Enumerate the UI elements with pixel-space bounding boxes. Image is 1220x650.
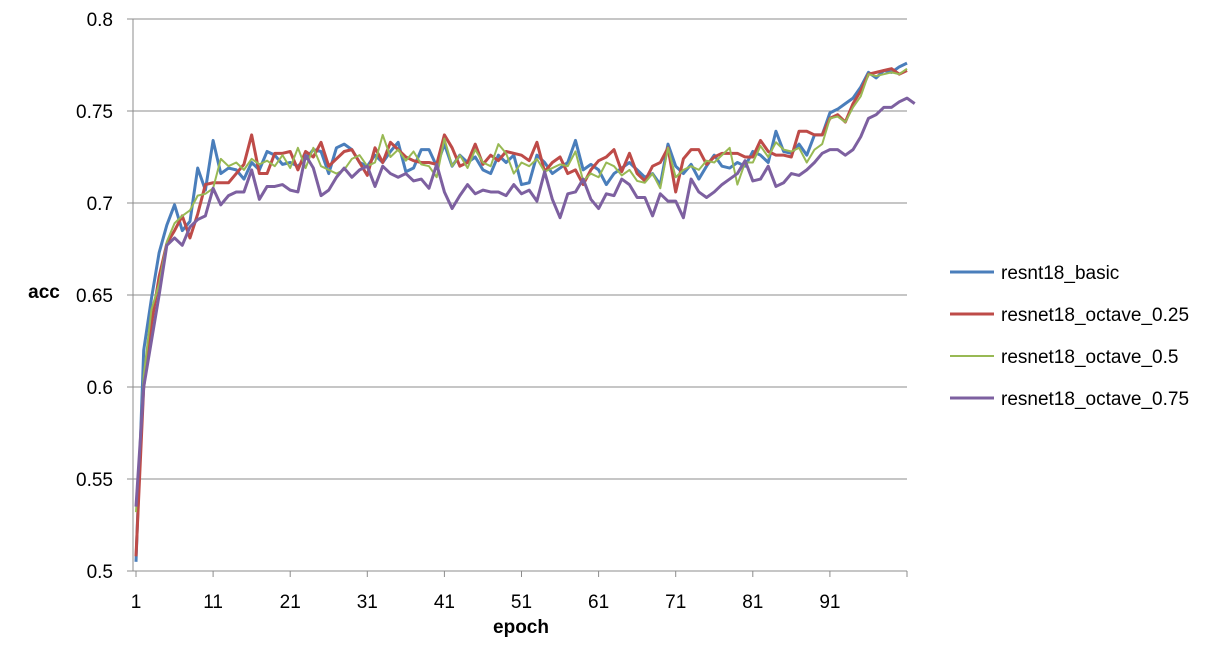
axes bbox=[132, 19, 907, 572]
legend-item: resnet18_octave_0.5 bbox=[950, 347, 1178, 368]
y-tick-label: 0.7 bbox=[87, 194, 113, 215]
y-tick-label: 0.55 bbox=[76, 470, 113, 491]
legend-item: resnet18_octave_0.75 bbox=[950, 389, 1189, 410]
x-tick-label: 41 bbox=[434, 592, 455, 613]
x-tick-label: 71 bbox=[665, 592, 686, 613]
y-tick-label: 0.8 bbox=[87, 10, 113, 31]
legend-label: resnet18_octave_0.5 bbox=[1001, 347, 1178, 368]
x-axis-ticks: 1 11 21 31 41 51 61 71 81 91 bbox=[131, 571, 908, 613]
x-tick-label: 31 bbox=[357, 592, 378, 613]
x-tick-label: 11 bbox=[203, 592, 223, 613]
legend-item: resnt18_basic bbox=[950, 263, 1119, 284]
legend-label: resnet18_octave_0.25 bbox=[1001, 305, 1189, 326]
x-tick-label: 61 bbox=[588, 592, 609, 613]
legend: resnt18_basic resnet18_octave_0.25 resnet1… bbox=[950, 263, 1189, 410]
y-axis-title: acc bbox=[28, 282, 60, 303]
legend-label: resnt18_basic bbox=[1001, 263, 1119, 284]
legend-label: resnet18_octave_0.75 bbox=[1001, 389, 1189, 410]
series-line-4 bbox=[134, 96, 916, 507]
x-tick-label: 91 bbox=[819, 592, 840, 613]
series-line-1 bbox=[134, 61, 908, 562]
series-line-3 bbox=[135, 67, 908, 513]
x-tick-label: 1 bbox=[131, 592, 142, 613]
y-axis-ticks: 0.5 0.55 0.6 0.65 0.7 0.75 0.8 bbox=[76, 10, 133, 583]
y-tick-label: 0.5 bbox=[87, 562, 113, 583]
series-lines bbox=[134, 61, 916, 562]
y-tick-label: 0.75 bbox=[76, 102, 113, 123]
gridlines bbox=[133, 18, 907, 480]
x-tick-label: 21 bbox=[280, 592, 301, 613]
x-axis-title: epoch bbox=[493, 617, 549, 638]
x-tick-label: 51 bbox=[511, 592, 532, 613]
y-tick-label: 0.6 bbox=[87, 378, 113, 399]
series-line-2 bbox=[134, 67, 908, 557]
x-tick-label: 81 bbox=[742, 592, 763, 613]
legend-item: resnet18_octave_0.25 bbox=[950, 305, 1189, 326]
y-tick-label: 0.65 bbox=[76, 286, 113, 307]
